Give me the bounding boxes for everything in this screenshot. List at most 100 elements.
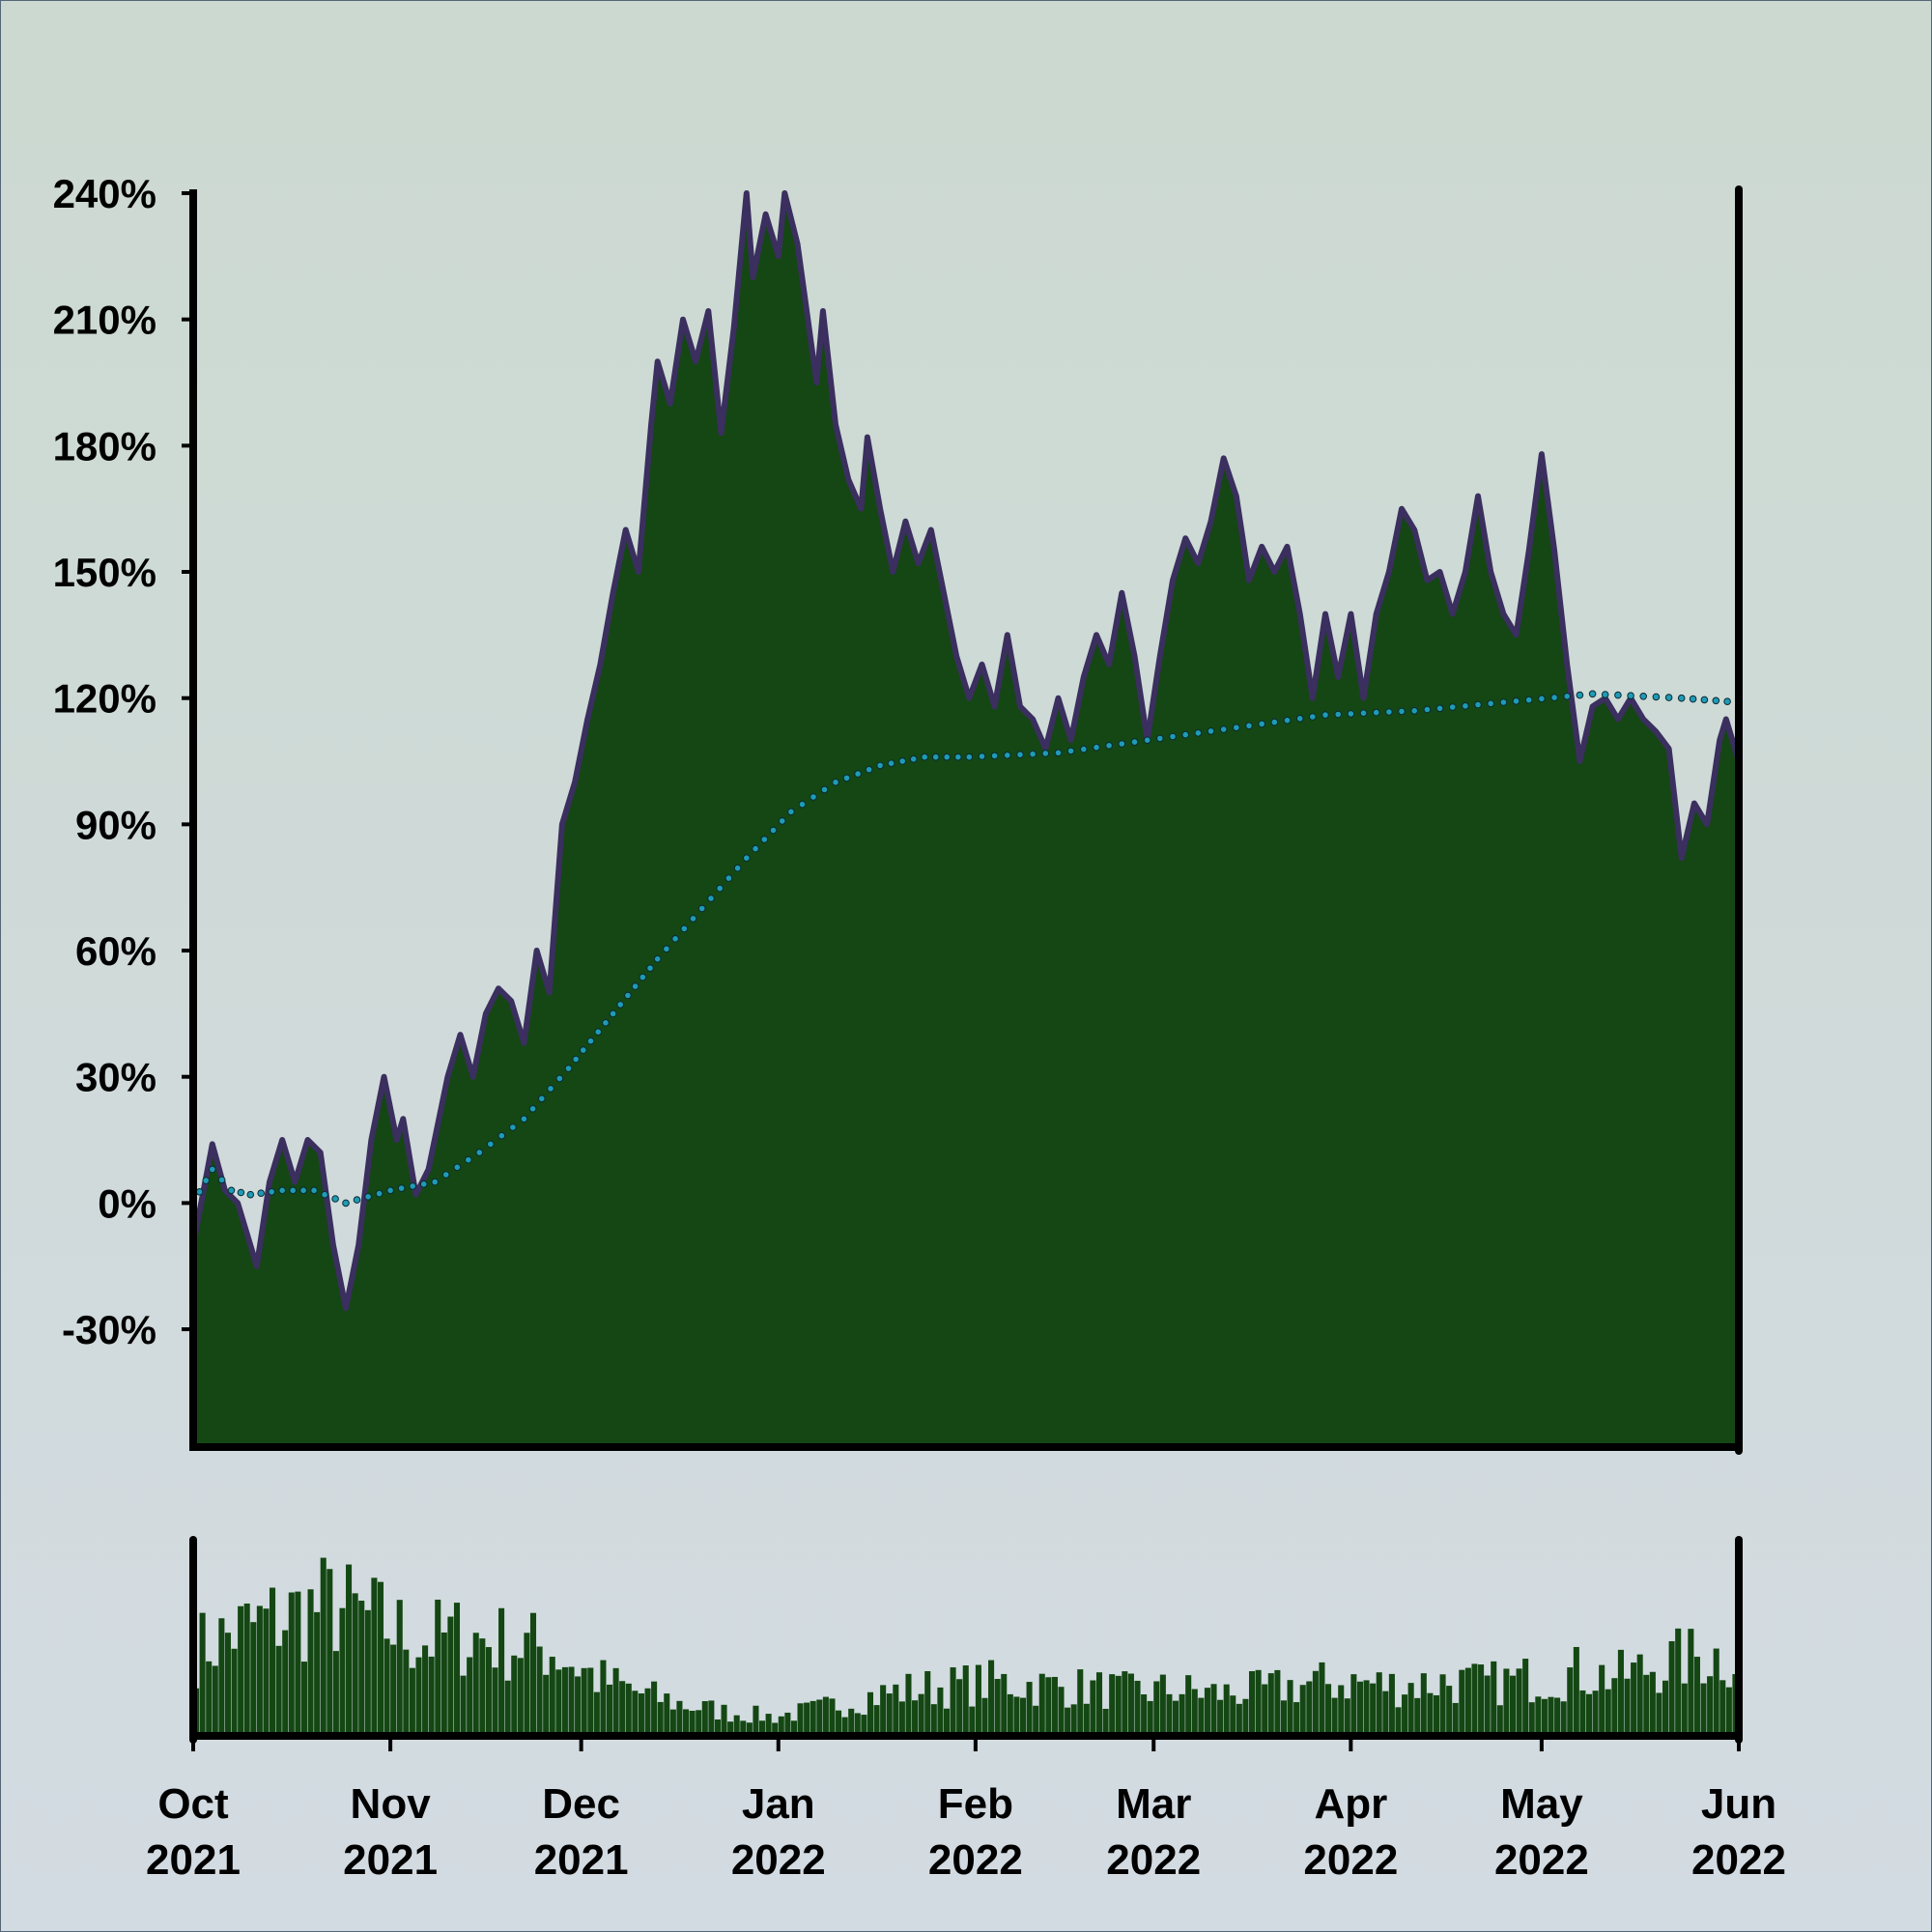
smoothed-line-point — [1283, 716, 1292, 724]
smoothed-line-point — [1538, 695, 1546, 703]
volume-bar — [924, 1670, 931, 1736]
volume-bar — [1344, 1698, 1350, 1736]
volume-bar — [1306, 1681, 1313, 1736]
volume-bar — [612, 1667, 619, 1736]
volume-bar — [696, 1710, 702, 1736]
x-tick-label-month: Dec — [542, 1780, 620, 1828]
volume-bar — [517, 1658, 524, 1736]
volume-bar — [1090, 1680, 1096, 1736]
smoothed-line-point — [465, 1155, 472, 1164]
volume-bar — [231, 1648, 238, 1736]
volume-bar — [485, 1647, 492, 1736]
volume-bar — [1592, 1690, 1599, 1736]
volume-bar — [384, 1638, 390, 1736]
volume-bar — [1656, 1692, 1662, 1736]
volume-bar — [1688, 1629, 1694, 1736]
volume-bar — [1535, 1696, 1542, 1736]
smoothed-line-point — [217, 1176, 226, 1184]
volume-bar — [479, 1638, 486, 1736]
volume-bar — [1464, 1667, 1471, 1736]
smoothed-line-point — [1700, 696, 1709, 704]
volume-bar — [1204, 1688, 1210, 1736]
smoothed-line-point — [1712, 696, 1720, 705]
smoothed-line-point — [1723, 697, 1731, 706]
smoothed-line-point — [689, 915, 697, 923]
volume-bar — [1560, 1701, 1567, 1736]
volume-bar — [1051, 1676, 1058, 1736]
volume-bar — [962, 1665, 969, 1736]
volume-bar — [1065, 1707, 1071, 1736]
smoothed-line-point — [1499, 698, 1508, 706]
smoothed-line-point — [1169, 732, 1177, 741]
smoothed-line-point — [1398, 707, 1406, 716]
smoothed-line-point — [602, 1019, 610, 1027]
volume-bar — [1083, 1703, 1090, 1736]
x-axis: Oct 2021 Nov 2021 Dec 2021 Jan 2022 Feb 2022 Mar 20… — [146, 1736, 1786, 1884]
volume-bar — [708, 1700, 715, 1736]
volume-bar — [1274, 1669, 1281, 1736]
smoothed-line-point — [854, 770, 862, 778]
volume-bar — [822, 1696, 829, 1736]
smoothed-line-point — [1576, 691, 1584, 699]
smoothed-line-point — [310, 1186, 318, 1195]
smoothed-line-point — [1689, 695, 1697, 703]
volume-bar — [829, 1698, 836, 1736]
volume-bar — [606, 1684, 613, 1736]
volume-bar — [854, 1713, 861, 1736]
volume-bar — [263, 1608, 270, 1736]
smoothed-line-point — [227, 1186, 236, 1195]
volume-bar — [1471, 1663, 1478, 1736]
smoothed-line-point — [1207, 727, 1215, 735]
volume-bar — [861, 1715, 867, 1736]
volume-bar — [753, 1705, 759, 1736]
smoothed-line-point — [453, 1163, 462, 1172]
smoothed-line-point — [278, 1186, 287, 1195]
smoothed-line-point — [832, 779, 839, 786]
volume-bar — [1624, 1678, 1631, 1736]
x-tick-label-year: 2022 — [1494, 1836, 1589, 1884]
y-tick-label: 180% — [53, 423, 156, 469]
volume-bar — [880, 1685, 887, 1736]
smoothed-line-point — [707, 895, 715, 902]
smoothed-line-point — [1295, 715, 1304, 723]
volume-bar — [1528, 1702, 1535, 1736]
volume-bar — [1554, 1697, 1561, 1736]
smoothed-line-point — [1372, 708, 1380, 717]
volume-bar — [1496, 1705, 1503, 1736]
smoothed-line-point — [680, 924, 689, 933]
smoothed-line-point — [342, 1199, 350, 1208]
cumulative-return-area — [193, 193, 1739, 1447]
smoothed-line-point — [1474, 700, 1482, 709]
smoothed-line-point — [1423, 705, 1432, 714]
volume-bar — [498, 1607, 505, 1736]
volume-bar — [657, 1701, 664, 1736]
volume-bar — [1019, 1697, 1027, 1736]
smoothed-line-point — [594, 1028, 603, 1036]
volume-bar — [282, 1630, 289, 1736]
y-tick-label: 150% — [53, 550, 156, 595]
x-tick-label-month: Feb — [938, 1780, 1013, 1828]
volume-bar — [358, 1601, 365, 1736]
volume-bar — [918, 1693, 924, 1736]
smoothed-line-point — [1156, 734, 1164, 743]
smoothed-line-point — [1004, 752, 1011, 759]
volume-bar — [1262, 1684, 1268, 1736]
volume-bar — [1643, 1674, 1650, 1736]
volume-bar — [555, 1669, 562, 1736]
volume-bar — [453, 1603, 461, 1736]
x-tick-label-month: Jun — [1701, 1780, 1776, 1828]
price-panel: -30% 0% 30% 60% 90% 120% 150% 180% 210% 240% — [53, 171, 1743, 1455]
volume-bar — [969, 1706, 976, 1736]
smoothed-line-point — [965, 753, 974, 761]
volume-bar — [1001, 1673, 1008, 1736]
volume-bar — [1617, 1649, 1624, 1736]
volume-bar — [587, 1667, 594, 1736]
volume-bar — [930, 1704, 937, 1736]
smoothed-line-point — [1627, 692, 1634, 700]
y-tick-label: 240% — [53, 171, 156, 216]
smoothed-line-point — [1563, 693, 1571, 700]
smoothed-line-point — [1194, 729, 1203, 737]
volume-bar — [1433, 1694, 1440, 1736]
volume-bar — [511, 1655, 518, 1736]
volume-bar — [504, 1680, 511, 1736]
